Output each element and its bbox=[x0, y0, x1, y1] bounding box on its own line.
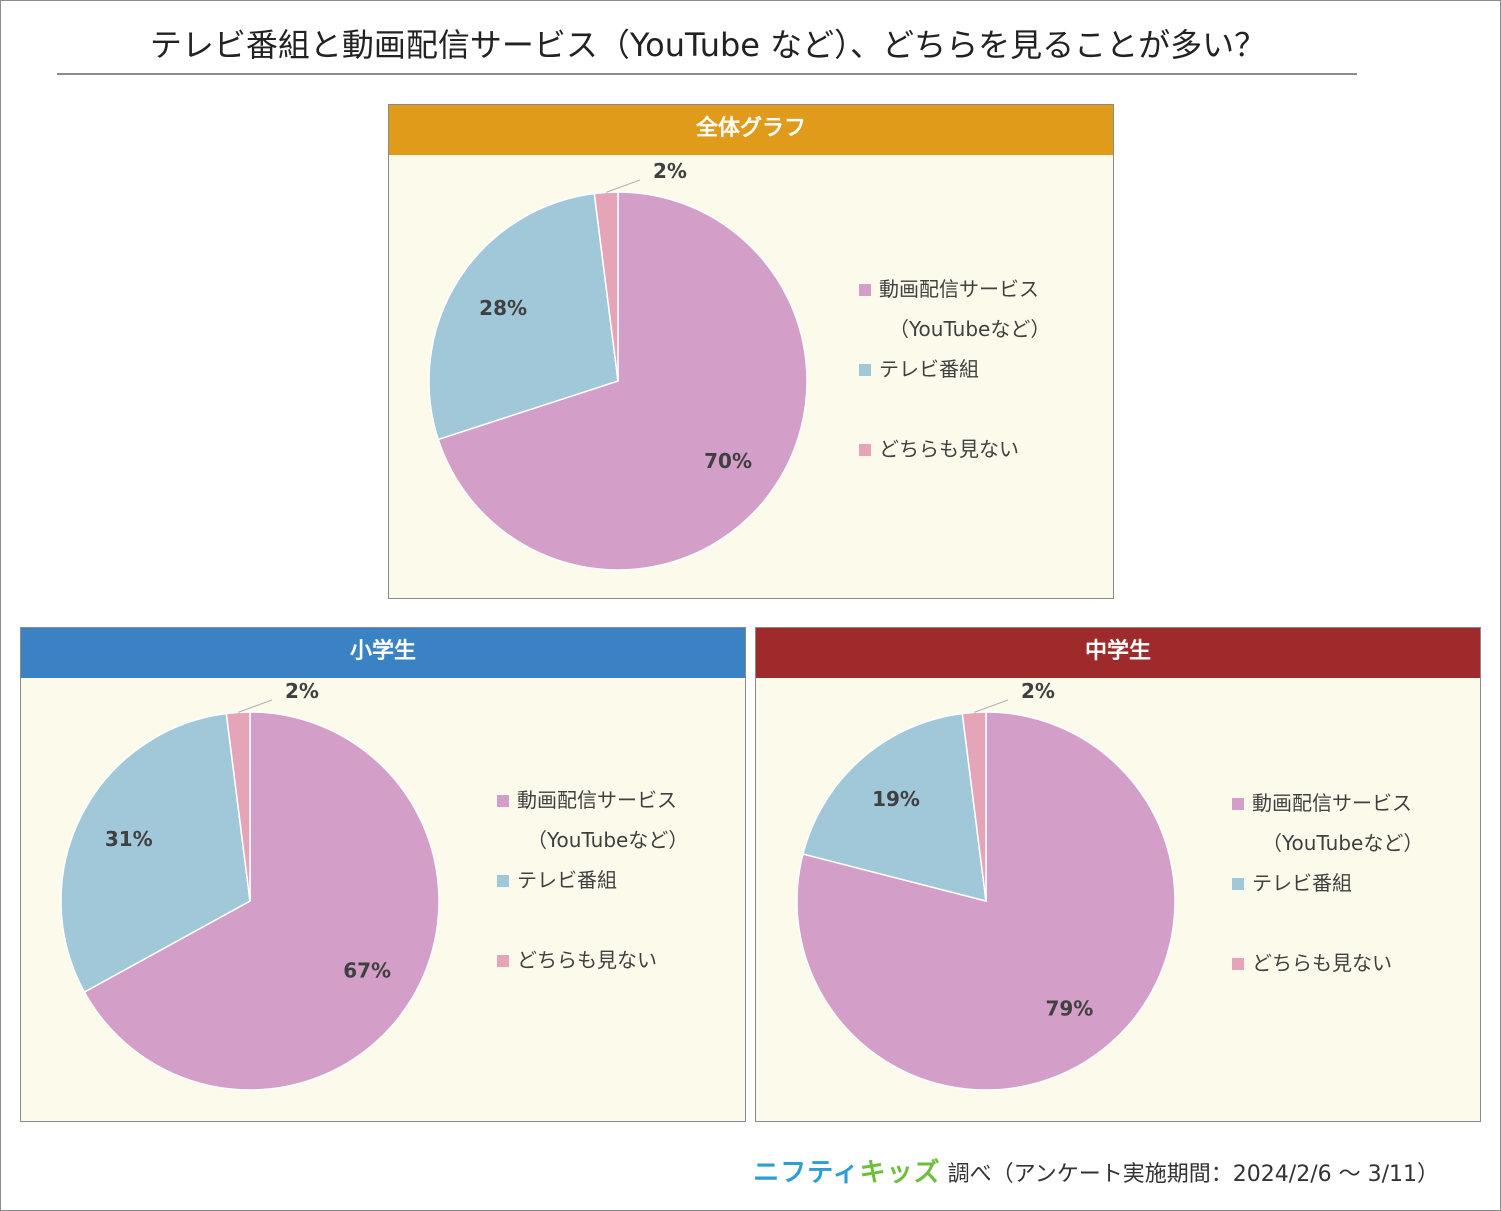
legend-swatch-tv bbox=[497, 875, 509, 887]
data-label-video: 67% bbox=[343, 958, 391, 982]
legend-item-neither: どちらも見ない bbox=[497, 940, 688, 980]
title-divider bbox=[57, 73, 1357, 75]
chart-panel-overall: 全体グラフ 70% 28% 2% 動画配信サービス （YouTubeなど） テレビ番… bbox=[388, 104, 1114, 599]
page-title: テレビ番組と動画配信サービス（YouTube など）、どちらを見ることが多い？ bbox=[149, 26, 1267, 64]
data-label-neither: 2% bbox=[653, 159, 687, 183]
legend: 動画配信サービス （YouTubeなど） テレビ番組 どちらも見ない bbox=[859, 269, 1050, 469]
legend-label: （YouTubeなど） bbox=[889, 317, 1051, 341]
leader-line bbox=[237, 699, 273, 713]
legend-swatch-video bbox=[859, 284, 871, 296]
legend-item-tv: テレビ番組 bbox=[859, 349, 1050, 429]
legend: 動画配信サービス （YouTubeなど） テレビ番組 どちらも見ない bbox=[1232, 783, 1423, 983]
legend-spacer bbox=[1232, 903, 1423, 943]
legend-label: （YouTubeなど） bbox=[1262, 831, 1424, 855]
legend-label: 動画配信サービス bbox=[1252, 791, 1412, 815]
legend-label: テレビ番組 bbox=[879, 357, 979, 381]
legend-spacer bbox=[859, 389, 1050, 429]
data-label-tv: 19% bbox=[872, 787, 920, 811]
legend: 動画配信サービス （YouTubeなど） テレビ番組 どちらも見ない bbox=[497, 780, 688, 980]
data-label-video: 79% bbox=[1045, 997, 1093, 1021]
legend-label: テレビ番組 bbox=[517, 868, 617, 892]
pie-slice-tv bbox=[60, 712, 251, 994]
legend-label: どちらも見ない bbox=[879, 437, 1019, 461]
source-credit: ニフティキッズ 調べ（アンケート実施期間：2024/2/6 ～ 3/11） bbox=[753, 1153, 1439, 1193]
legend-item-neither: どちらも見ない bbox=[1232, 943, 1423, 983]
leader-line bbox=[973, 699, 1009, 713]
legend-label: どちらも見ない bbox=[517, 948, 657, 972]
legend-item-video: 動画配信サービス （YouTubeなど） bbox=[859, 269, 1050, 349]
pie-slice-tv bbox=[428, 192, 619, 441]
data-label-video: 70% bbox=[704, 449, 752, 473]
legend-swatch-neither bbox=[1232, 958, 1244, 970]
legend-item-tv: テレビ番組 bbox=[1232, 863, 1423, 943]
legend-swatch-video bbox=[497, 795, 509, 807]
panel-header: 小学生 bbox=[21, 628, 745, 678]
nifty-kids-logo: ニフティキッズ bbox=[753, 1158, 941, 1188]
data-label-tv: 31% bbox=[105, 827, 153, 851]
legend-swatch-tv bbox=[1232, 878, 1244, 890]
chart-panel-elementary: 小学生 67% 31% 2% 動画配信サービス （YouTubeなど） テレビ番組 … bbox=[20, 627, 746, 1122]
pie-slice-neither bbox=[961, 711, 987, 902]
legend-item-tv: テレビ番組 bbox=[497, 860, 688, 940]
legend-label: テレビ番組 bbox=[1252, 871, 1352, 895]
data-label-tv: 28% bbox=[479, 296, 527, 320]
legend-swatch-video bbox=[1232, 798, 1244, 810]
pie-slice-tv bbox=[802, 712, 987, 903]
legend-label: 動画配信サービス bbox=[517, 788, 677, 812]
legend-item-neither: どちらも見ない bbox=[859, 429, 1050, 469]
chart-panel-junior-high: 中学生 79% 19% 2% 動画配信サービス （YouTubeなど） テレビ番組 … bbox=[755, 627, 1481, 1122]
pie-chart-elementary: 67% 31% 2% bbox=[60, 679, 440, 1091]
legend-item-video: 動画配信サービス （YouTubeなど） bbox=[497, 780, 688, 860]
legend-spacer bbox=[497, 900, 688, 940]
leader-line bbox=[605, 179, 641, 193]
legend-label: どちらも見ない bbox=[1252, 951, 1392, 975]
pie-slice-neither bbox=[225, 711, 251, 902]
data-label-neither: 2% bbox=[285, 679, 319, 703]
legend-swatch-neither bbox=[859, 444, 871, 456]
pie-slice-neither bbox=[593, 191, 619, 382]
pie-slice-video bbox=[83, 711, 440, 1091]
panel-header: 全体グラフ bbox=[389, 105, 1113, 155]
pie-chart-overall: 70% 28% 2% bbox=[428, 159, 808, 571]
pie-slice-video bbox=[437, 191, 808, 571]
source-text: 調べ（アンケート実施期間：2024/2/6 ～ 3/11） bbox=[947, 1162, 1439, 1187]
legend-swatch-neither bbox=[497, 955, 509, 967]
pie-chart-junior-high: 79% 19% 2% bbox=[796, 679, 1176, 1091]
legend-label: 動画配信サービス bbox=[879, 277, 1039, 301]
panel-header: 中学生 bbox=[756, 628, 1480, 678]
data-label-neither: 2% bbox=[1021, 679, 1055, 703]
legend-label: （YouTubeなど） bbox=[527, 828, 689, 852]
legend-swatch-tv bbox=[859, 364, 871, 376]
legend-item-video: 動画配信サービス （YouTubeなど） bbox=[1232, 783, 1423, 863]
